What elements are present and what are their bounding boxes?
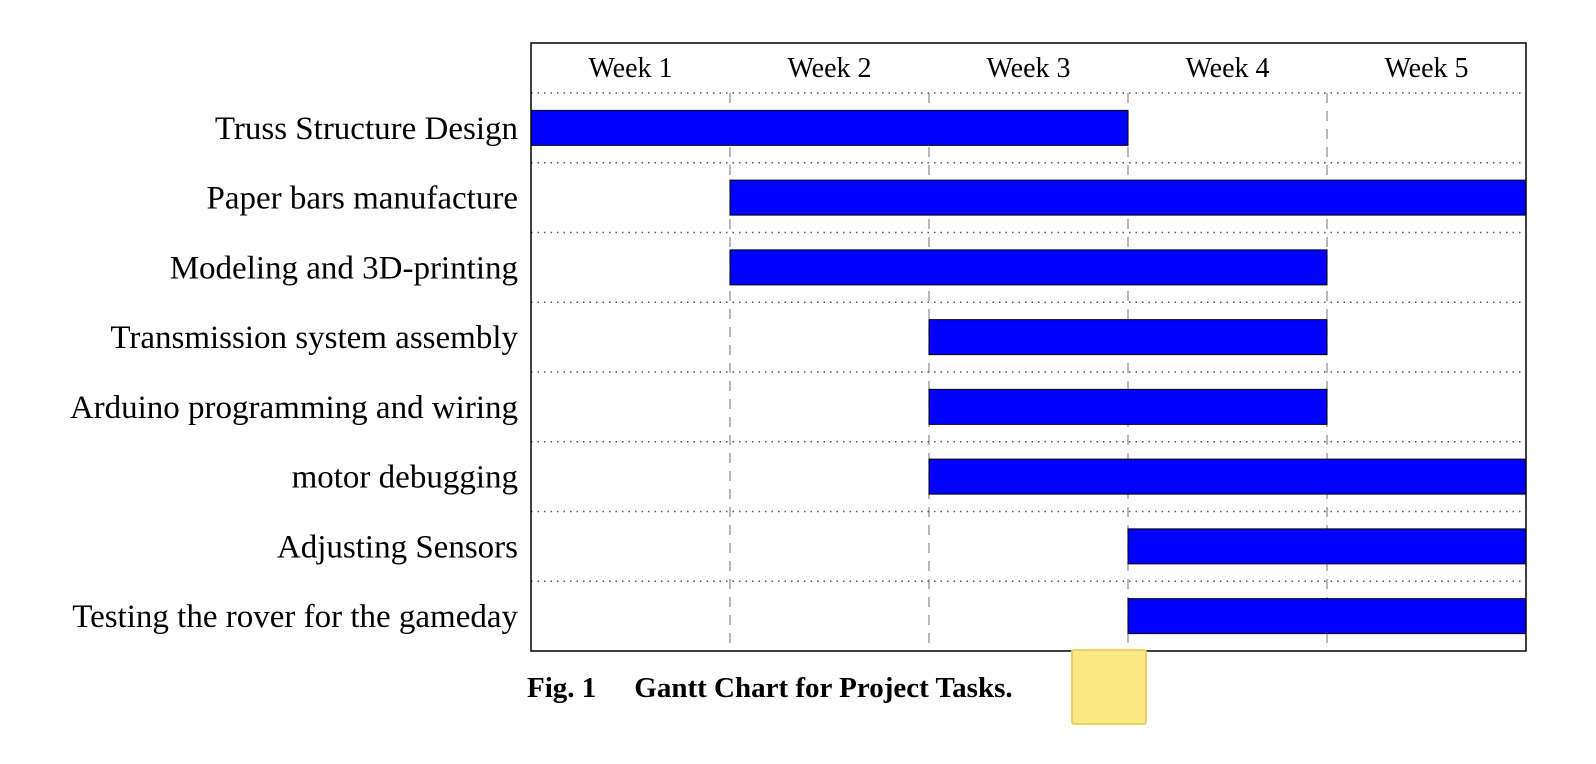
week-label-3: Week 3 bbox=[986, 53, 1070, 84]
grid-lines bbox=[531, 92, 1526, 651]
figure-caption: Fig. 1 Gantt Chart for Project Tasks. bbox=[527, 668, 1013, 708]
week-label-4: Week 4 bbox=[1185, 53, 1269, 84]
task-bar-4 bbox=[928, 319, 1328, 356]
task-bar-1 bbox=[530, 109, 1129, 146]
sticky-note[interactable] bbox=[1071, 649, 1147, 725]
task-label-3: Modeling and 3D-printing bbox=[170, 250, 518, 286]
task-label-2: Paper bars manufacture bbox=[206, 181, 518, 217]
week-label-5: Week 5 bbox=[1384, 53, 1468, 84]
task-label-1: Truss Structure Design bbox=[215, 111, 518, 147]
caption-text: Gantt Chart for Project Tasks. bbox=[634, 672, 1013, 704]
task-bar-8 bbox=[1127, 598, 1527, 635]
task-bar-6 bbox=[928, 458, 1527, 495]
task-label-7: Adjusting Sensors bbox=[277, 529, 518, 565]
week-labels: Week 1 Week 2 Week 3 Week 4 Week 5 bbox=[588, 53, 1468, 84]
plot-frame bbox=[530, 42, 1527, 652]
task-label-8: Testing the rover for the gameday bbox=[72, 599, 518, 635]
task-bar-3 bbox=[729, 249, 1328, 286]
task-labels: Truss Structure Design Paper bars manufac… bbox=[70, 111, 519, 635]
task-bars bbox=[530, 109, 1527, 635]
task-bar-5 bbox=[928, 388, 1328, 425]
task-label-5: Arduino programming and wiring bbox=[70, 390, 518, 426]
figure-number: Fig. 1 bbox=[527, 672, 597, 704]
week-label-2: Week 2 bbox=[787, 53, 871, 84]
task-label-4: Transmission system assembly bbox=[110, 320, 518, 356]
task-bar-7 bbox=[1127, 528, 1527, 565]
task-bar-2 bbox=[729, 179, 1527, 216]
week-label-1: Week 1 bbox=[588, 53, 672, 84]
task-label-6: motor debugging bbox=[292, 460, 518, 496]
